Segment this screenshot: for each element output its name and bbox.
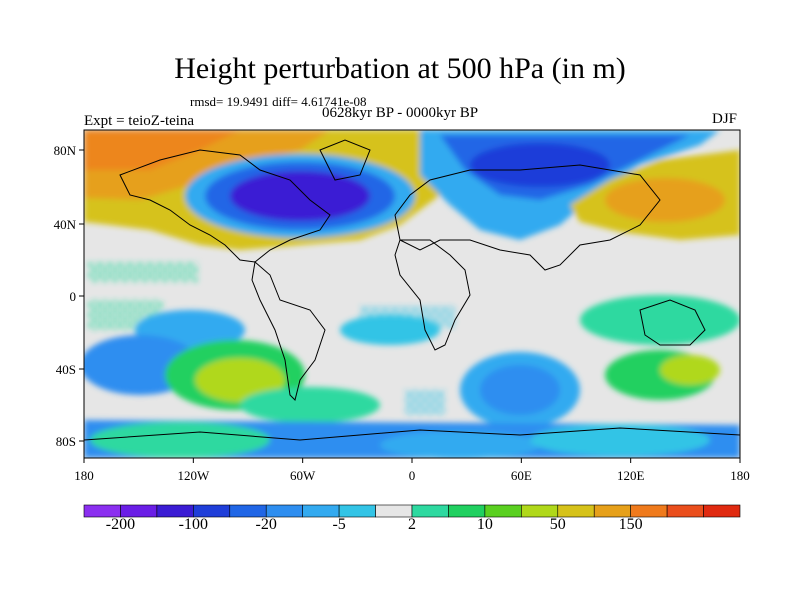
period-label: 0628kyr BP - 0000kyr BP [322,105,479,121]
colorbar-label: -200 [105,516,136,533]
stats-line: rmsd= 19.9491 diff= 4.61741e-08 [190,94,367,109]
map-title: Height perturbation at 500 hPa (in m) [174,52,626,85]
season-label: DJF [712,111,738,127]
colorbar-swatch [411,504,449,518]
lon-tick-label: 60E [511,468,532,483]
colorbar-label: -5 [332,516,346,533]
colorbar-label: 150 [618,516,643,533]
colorbar-label: -20 [255,516,277,533]
colorbar-swatch [703,504,741,518]
latitude-axis: 80N 40N 0 40S 80S [54,143,84,449]
lon-tick-label: 180 [74,468,94,483]
colorbar [83,504,741,518]
field-layer [84,130,740,458]
lon-tick-label: 180 [730,468,750,483]
lat-tick-label: 80S [56,434,76,449]
experiment-label: Expt = teioZ-teina [84,113,195,129]
lat-tick-label: 40N [54,217,77,232]
colorbar-swatch [666,504,704,518]
lon-tick-label: 120W [177,468,210,483]
colorbar-label: 2 [408,516,416,533]
lon-tick-label: 120E [617,468,645,483]
lon-tick-label: 60W [290,468,316,483]
lat-tick-label: 0 [70,289,77,304]
colorbar-label: 50 [549,516,566,533]
lat-tick-label: 40S [56,362,76,377]
longitude-axis: 180 120W 60W 0 60E 120E 180 [74,458,750,483]
lat-tick-label: 80N [54,143,77,158]
lon-tick-label: 0 [409,468,416,483]
colorbar-label: 10 [476,516,493,533]
colorbar-label: -100 [178,516,208,533]
colorbar-swatch [375,504,413,518]
coastlines [84,139,740,441]
